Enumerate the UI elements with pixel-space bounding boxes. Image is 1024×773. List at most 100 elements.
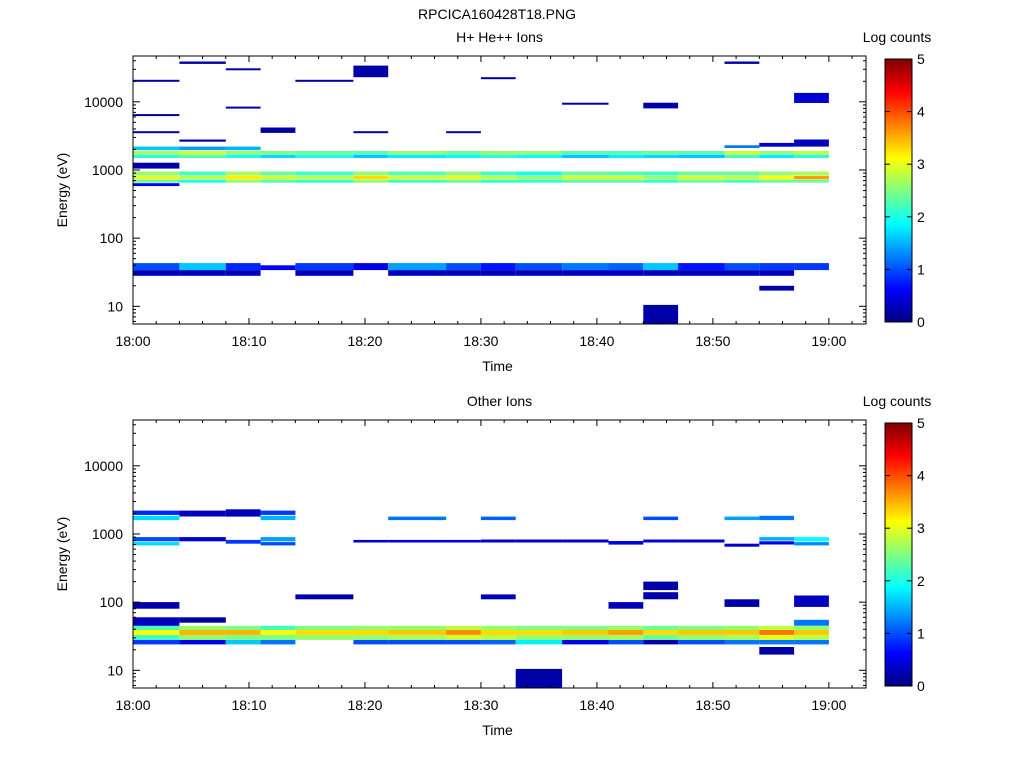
colorbar-segment	[885, 650, 912, 654]
heatmap-cell	[724, 599, 760, 607]
heatmap-cell	[353, 625, 389, 630]
x-tick-label: 18:30	[463, 697, 498, 713]
heatmap-cell	[724, 151, 760, 155]
heatmap-cell	[562, 263, 609, 271]
colorbar-segment	[885, 600, 912, 604]
x-tick-label: 18:40	[579, 333, 614, 349]
colorbar-segment	[885, 534, 912, 538]
heatmap-cell	[133, 162, 180, 169]
colorbar-tick-label: 2	[917, 573, 925, 589]
colorbar-segment	[885, 497, 912, 501]
colorbar-segment	[885, 552, 912, 555]
colorbar-segment	[885, 152, 912, 156]
colorbar-segment	[885, 148, 912, 152]
colorbar-segment	[885, 514, 912, 518]
colorbar-segment	[885, 181, 912, 185]
heatmap-cell	[643, 581, 679, 591]
x-tick-label: 18:10	[231, 333, 266, 349]
colorbar-segment	[885, 492, 912, 496]
heatmap-cell	[133, 175, 180, 180]
colorbar-segment	[885, 207, 912, 211]
heatmap-cell	[353, 175, 389, 180]
heatmap-cell	[133, 635, 180, 640]
heatmap-cell	[643, 635, 679, 640]
heatmap-cell	[515, 175, 563, 180]
heatmap-cell	[480, 151, 516, 155]
colorbar-segment	[885, 665, 912, 669]
colorbar-segment	[885, 271, 912, 275]
heatmap-cell	[678, 263, 725, 271]
colorbar-segment	[885, 293, 912, 296]
heatmap-cell	[724, 270, 760, 276]
colorbar-segment	[885, 244, 912, 248]
heatmap-cell	[562, 630, 609, 635]
heatmap-cell	[353, 131, 389, 134]
colorbar-segment	[885, 172, 912, 176]
colorbar-segment	[885, 286, 912, 290]
colorbar-segment	[885, 536, 912, 540]
heatmap-cell	[133, 537, 180, 542]
colorbar-segment	[885, 446, 912, 450]
colorbar-segment	[885, 284, 912, 288]
heatmap-cell	[643, 175, 679, 180]
heatmap-cell	[353, 154, 389, 158]
heatmap-cell	[515, 270, 563, 276]
colorbar-segment	[885, 76, 912, 80]
heatmap-cell	[608, 154, 644, 158]
colorbar-segment	[885, 449, 912, 452]
heatmap-cell	[643, 304, 679, 324]
x-axis-label: Time	[482, 358, 513, 374]
heatmap-cell	[794, 175, 829, 180]
heatmap-cell	[562, 179, 609, 183]
heatmap-cell	[260, 175, 296, 180]
heatmap-cell	[446, 154, 481, 158]
colorbar-segment	[885, 304, 912, 307]
colorbar-segment	[885, 269, 912, 272]
colorbar-segment	[885, 82, 912, 86]
colorbar-segment	[885, 641, 912, 645]
heatmap-cell	[759, 171, 795, 176]
colorbar-segment	[885, 538, 912, 542]
colorbar-segment	[885, 541, 912, 544]
heatmap-cell	[515, 635, 563, 640]
colorbar-segment	[885, 674, 912, 678]
heatmap-cell	[608, 630, 644, 635]
colorbar: 0 1 2 3 4 5 Log counts	[863, 29, 932, 330]
colorbar-segment	[885, 133, 912, 137]
colorbar-segment	[885, 225, 912, 229]
colorbar-segment	[885, 587, 912, 590]
heatmap-cell	[353, 179, 389, 183]
colorbar-segment	[885, 258, 912, 261]
heatmap-cell	[480, 516, 516, 521]
colorbar-segment	[885, 433, 912, 437]
colorbar-segment	[885, 299, 912, 303]
x-tick-label: 19:00	[811, 333, 846, 349]
colorbar-segment	[885, 451, 912, 454]
heatmap-cell	[133, 542, 180, 546]
colorbar-segment	[885, 646, 912, 650]
heatmap-cell	[133, 151, 180, 155]
heatmap-cell	[562, 102, 609, 105]
colorbar-segment	[885, 266, 912, 270]
colorbar-tick-label: 4	[917, 468, 925, 484]
heatmap-cell	[260, 179, 296, 183]
y-axis-label: Energy (eV)	[54, 517, 70, 592]
heatmap-cell	[133, 171, 180, 176]
colorbar-segment	[885, 521, 912, 525]
heatmap-cell	[724, 179, 760, 183]
colorbar: 0 1 2 3 4 5 Log counts	[863, 393, 932, 694]
colorbar-segment	[885, 628, 912, 632]
colorbar-segment	[885, 74, 912, 77]
colorbar-segment	[885, 141, 912, 145]
heatmap-cell	[388, 516, 447, 521]
heatmap-cell	[480, 77, 516, 80]
heatmap-cell	[759, 537, 795, 541]
heatmap-cell	[480, 635, 516, 640]
figure-title: RPCICA160428T18.PNG	[418, 6, 576, 22]
colorbar-segment	[885, 508, 912, 511]
x-tick-label: 18:00	[115, 697, 150, 713]
heatmap-cell	[260, 630, 296, 635]
heatmap-cell	[179, 639, 226, 645]
colorbar-segment	[885, 161, 912, 165]
colorbar-segment	[885, 240, 912, 244]
